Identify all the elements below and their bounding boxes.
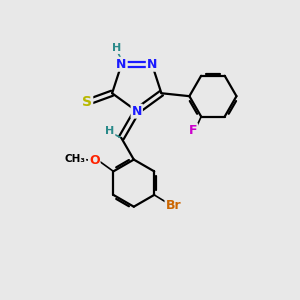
Text: F: F [189,124,197,137]
Text: N: N [132,105,142,118]
Text: Br: Br [166,200,181,212]
Text: O: O [89,154,100,167]
Text: N: N [116,58,127,71]
Text: CH₃: CH₃ [64,154,86,164]
Text: S: S [82,95,92,109]
Text: H: H [105,126,114,136]
Text: H: H [112,43,122,53]
Text: N: N [147,58,157,71]
